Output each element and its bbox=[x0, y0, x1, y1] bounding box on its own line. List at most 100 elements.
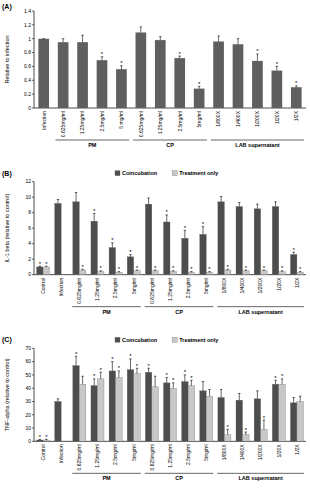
x-tick-label: Infection bbox=[41, 111, 47, 130]
bar bbox=[37, 267, 44, 275]
significance-mark: * bbox=[118, 365, 121, 371]
error-bar bbox=[81, 35, 83, 42]
significance-mark: * bbox=[208, 266, 211, 272]
bar bbox=[91, 386, 98, 442]
x-tick-label: 1/800X bbox=[215, 110, 221, 127]
panel-title: (C) bbox=[2, 336, 12, 344]
error-line bbox=[63, 39, 64, 42]
significance-mark: * bbox=[274, 375, 277, 381]
group-label: CP bbox=[175, 475, 183, 481]
error-cap bbox=[147, 197, 149, 198]
significance-mark: * bbox=[136, 265, 139, 271]
bar bbox=[97, 272, 104, 275]
legend-swatch bbox=[172, 337, 177, 342]
error-line bbox=[275, 202, 276, 207]
error-line bbox=[76, 193, 77, 202]
significance-mark: * bbox=[281, 265, 284, 271]
error-line bbox=[173, 383, 174, 388]
error-line bbox=[130, 359, 131, 370]
error-bar bbox=[292, 397, 294, 402]
error-line bbox=[282, 379, 283, 384]
bar bbox=[155, 40, 166, 108]
error-line bbox=[57, 399, 58, 402]
bar bbox=[170, 388, 177, 441]
bar bbox=[109, 371, 116, 441]
y-axis-label: Relative to infection bbox=[4, 36, 10, 84]
error-bar bbox=[43, 38, 45, 39]
error-bar bbox=[217, 36, 219, 42]
group-bracket bbox=[211, 140, 304, 141]
bar bbox=[206, 272, 213, 274]
group-label: CP bbox=[166, 142, 174, 148]
x-tick-label: 5 mg/ml bbox=[118, 111, 124, 129]
group-bracket bbox=[72, 306, 141, 307]
x-tick-label: 0.625mg/ml bbox=[60, 111, 66, 137]
x-tick-label: 2.5mg/ml bbox=[112, 278, 118, 299]
panel: (A)Relative to infection00.20.40.60.811.… bbox=[2, 3, 306, 148]
bar bbox=[213, 41, 224, 108]
bar bbox=[236, 206, 243, 274]
bar bbox=[218, 202, 225, 275]
error-cap bbox=[159, 36, 161, 37]
significance-mark: * bbox=[226, 264, 229, 270]
group-label: LAB supernatant bbox=[239, 309, 283, 315]
significance-mark: * bbox=[39, 261, 42, 267]
significance-mark: * bbox=[39, 434, 42, 440]
bar bbox=[73, 366, 80, 442]
error-cap bbox=[220, 389, 222, 390]
significance-mark: * bbox=[111, 356, 114, 362]
x-tick-label: 5mg/ml bbox=[131, 444, 137, 460]
x-tick-label: Infection bbox=[58, 444, 64, 463]
x-tick-label: 1/200X bbox=[257, 444, 263, 461]
bar bbox=[252, 61, 263, 108]
bar bbox=[145, 372, 152, 441]
error-line bbox=[239, 203, 240, 207]
bar bbox=[174, 58, 185, 108]
significance-mark: * bbox=[45, 261, 48, 267]
error-line bbox=[257, 391, 258, 399]
error-cap bbox=[292, 397, 294, 398]
error-bar bbox=[159, 37, 161, 40]
y-tick-label: 20 bbox=[25, 412, 31, 418]
y-tick-label: 1 bbox=[28, 36, 31, 42]
x-tick-label: 5mg/ml bbox=[196, 111, 202, 127]
error-bar bbox=[256, 54, 258, 61]
bar bbox=[134, 271, 141, 275]
error-cap bbox=[217, 35, 219, 36]
significance-mark: * bbox=[198, 81, 201, 87]
significance-mark: * bbox=[166, 372, 169, 378]
x-tick-label: 2.5mg/ml bbox=[177, 111, 183, 132]
x-tick-label: 1.25mg/ml bbox=[94, 278, 100, 301]
y-tick-label: 0.4 bbox=[24, 77, 31, 83]
group-label: PM bbox=[102, 475, 111, 481]
y-tick-label: 2 bbox=[28, 256, 31, 262]
error-cap bbox=[202, 381, 204, 382]
error-bar bbox=[237, 39, 239, 45]
x-tick-label: 0.625mg/ml bbox=[76, 444, 82, 470]
bar bbox=[163, 383, 170, 441]
x-tick-label: 1/20X bbox=[274, 110, 280, 124]
significance-mark: * bbox=[276, 61, 279, 67]
error-bar bbox=[220, 390, 222, 398]
significance-mark: * bbox=[75, 351, 78, 357]
x-tick-label: 1/400X bbox=[239, 277, 245, 294]
error-bar bbox=[281, 379, 283, 384]
legend-label: Coincubation bbox=[122, 170, 158, 176]
group-bracket bbox=[55, 140, 129, 141]
error-cap bbox=[256, 204, 258, 205]
significance-mark: * bbox=[263, 265, 266, 271]
bar bbox=[279, 272, 286, 275]
error-cap bbox=[299, 396, 301, 397]
error-line bbox=[57, 199, 58, 203]
error-bar bbox=[202, 227, 204, 235]
error-bar bbox=[75, 356, 77, 365]
error-bar bbox=[81, 376, 83, 384]
error-line bbox=[276, 66, 277, 70]
y-axis bbox=[34, 182, 35, 275]
error-line bbox=[191, 380, 192, 385]
y-tick-label: 0.6 bbox=[24, 63, 31, 69]
error-cap bbox=[62, 38, 64, 39]
significance-mark: * bbox=[202, 221, 205, 227]
significance-mark: * bbox=[281, 373, 284, 379]
error-bar bbox=[263, 420, 265, 429]
